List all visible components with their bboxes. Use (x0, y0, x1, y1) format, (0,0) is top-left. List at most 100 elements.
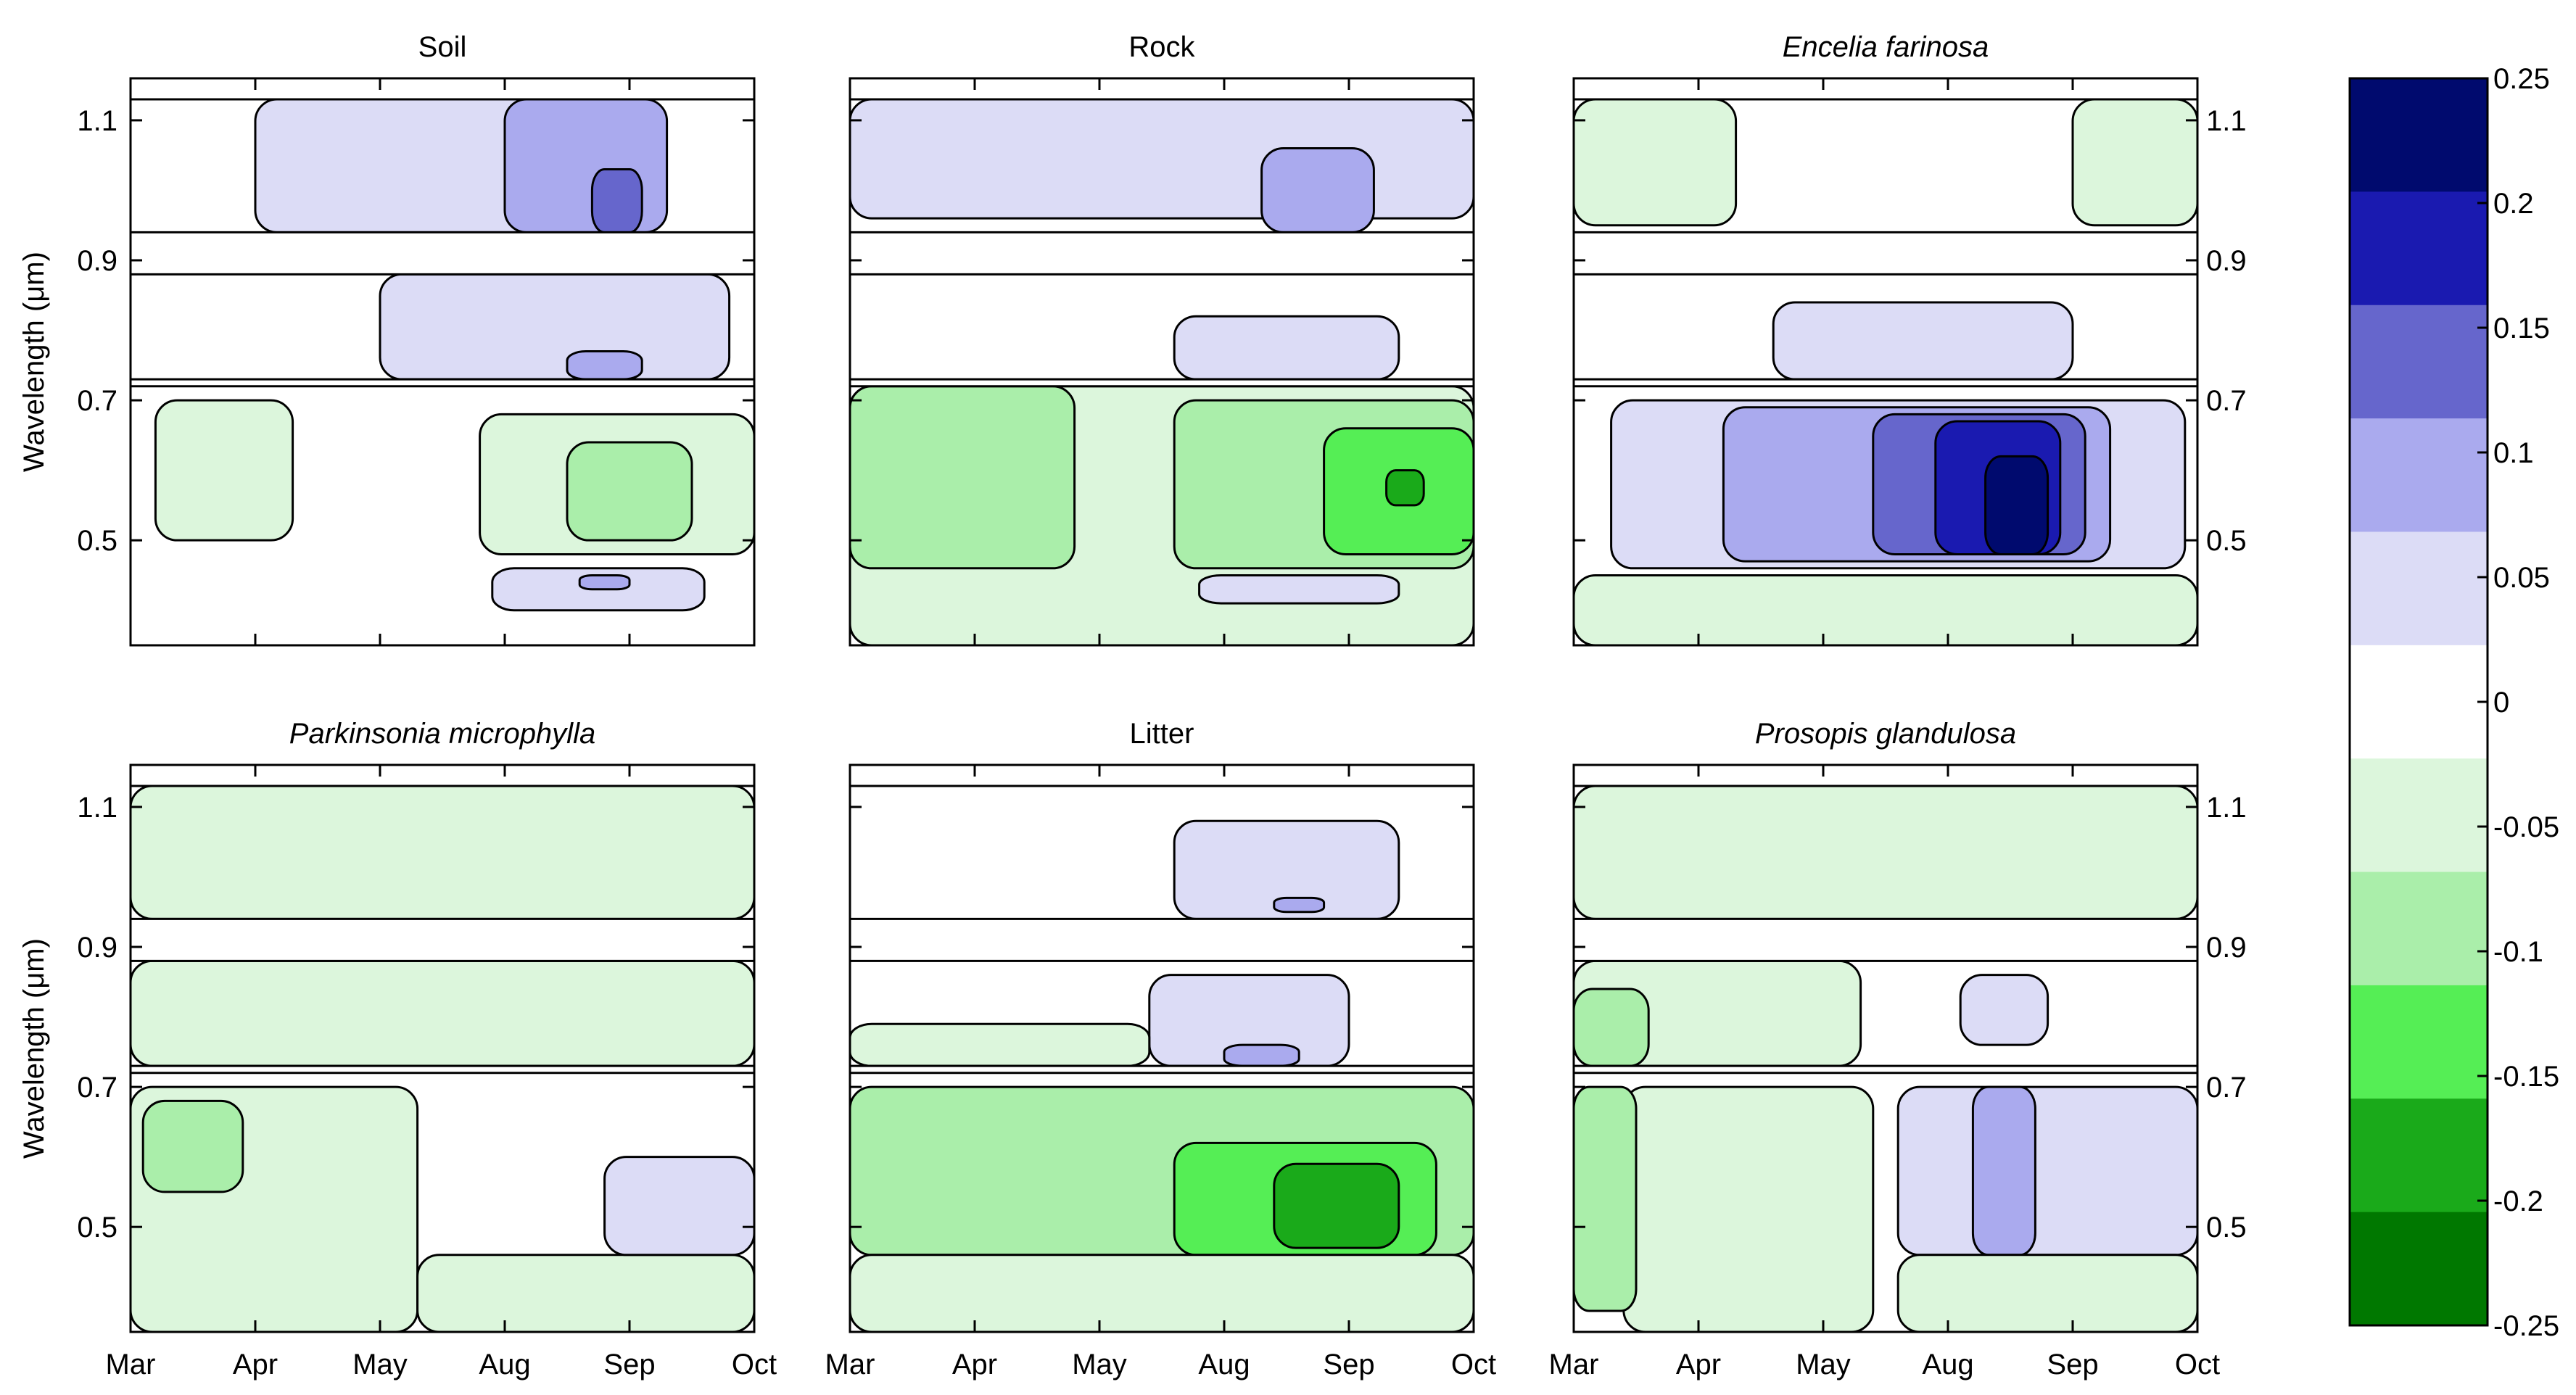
contour-region (1385, 469, 1425, 507)
panel-2: Rock (849, 31, 1475, 647)
colorbar-tick-label: 0.1 (2493, 437, 2534, 469)
contour-region (849, 1022, 1151, 1067)
y-tick-label: 1.1 (77, 105, 117, 137)
y-tick-label-right: 0.9 (2206, 932, 2247, 964)
contour-region (1198, 574, 1400, 605)
panel-title: Soil (418, 31, 467, 63)
contour-region (1572, 574, 2199, 647)
contour-region (1223, 1043, 1300, 1067)
wavelength-gap (850, 919, 1474, 961)
panel-title: Parkinsonia microphylla (289, 718, 595, 750)
x-tick-label: Oct (2175, 1349, 2220, 1380)
colorbar-segment (2350, 985, 2488, 1099)
panel-frame (849, 77, 1475, 647)
y-tick-label: 1.1 (77, 792, 117, 824)
wavelength-gap (131, 232, 754, 275)
contour-region (849, 385, 1076, 570)
y-tick-label: 0.9 (77, 932, 117, 964)
y-tick-label-right: 0.9 (2206, 245, 2247, 277)
wavelength-gap (1574, 1066, 2197, 1073)
contour-region (1273, 1162, 1400, 1249)
x-tick-label: Mar (106, 1349, 156, 1380)
wavelength-gap (850, 232, 1474, 275)
y-tick-label-right: 0.5 (2206, 1212, 2247, 1243)
y-tick-label: 0.7 (77, 1072, 117, 1104)
colorbar-segment (2350, 305, 2488, 419)
contour-regions (154, 98, 756, 612)
y-tick-label: 0.5 (77, 525, 117, 557)
contour-region (1260, 147, 1375, 233)
contour-region (1572, 1085, 1638, 1312)
contour-region (129, 959, 756, 1067)
contour-region (1173, 315, 1400, 381)
contour-region (590, 168, 643, 233)
panel-title: Rock (1128, 31, 1195, 63)
contour-regions (849, 819, 1475, 1333)
x-tick-label: May (1072, 1349, 1127, 1380)
contour-region (1572, 988, 1650, 1067)
contour-region (578, 574, 631, 591)
x-tick-label: May (1796, 1349, 1851, 1380)
contour-region (1971, 1085, 2036, 1257)
colorbar-tick-label: 0.25 (2493, 63, 2550, 95)
colorbar-segment (2350, 872, 2488, 986)
x-tick-label: Oct (732, 1349, 777, 1380)
contour-region (1772, 301, 2074, 381)
colorbar-segment (2350, 418, 2488, 532)
contour-region (154, 399, 294, 542)
contour-region (129, 785, 756, 920)
panel-frame (1572, 763, 2199, 1333)
colorbar-segment (2350, 191, 2488, 306)
colorbar-tick-label: 0.05 (2493, 562, 2550, 594)
x-tick-label: Mar (1549, 1349, 1599, 1380)
panel-6: Prosopis glandulosa 0.5 0.7 0.9 1.1 Mar Apr May… (1549, 718, 2247, 1380)
x-tick-label: Aug (479, 1349, 530, 1380)
wavelength-gap (1574, 232, 2197, 275)
wavelength-gap (131, 379, 754, 386)
contour-region (379, 273, 731, 381)
y-tick-label: 0.5 (77, 1212, 117, 1243)
colorbar-segment (2350, 758, 2488, 873)
x-tick-label: Aug (1198, 1349, 1250, 1380)
y-tick-label: 0.9 (77, 245, 117, 277)
y-tick-label-right: 0.5 (2206, 525, 2247, 557)
x-tick-label: Mar (825, 1349, 875, 1380)
panel-4: Parkinsonia microphylla 0.5 0.7 0.9 1.1 Mar Ap… (18, 718, 777, 1380)
x-tick-label: Sep (2047, 1349, 2098, 1380)
contour-region (141, 1099, 244, 1193)
contour-region (1896, 1085, 2199, 1257)
colorbar-segment (2350, 645, 2488, 759)
colorbar-segment (2350, 1098, 2488, 1213)
y-axis-label: Wavelength (μm) (18, 938, 50, 1159)
x-tick-label: Apr (952, 1349, 997, 1380)
contour-region (1959, 974, 2049, 1046)
colorbar-segment (2350, 78, 2488, 192)
contour-region (1572, 785, 2199, 920)
panel-5: Litter Mar Apr May Aug Sep Oct (825, 718, 1497, 1380)
wavelength-gap (131, 919, 754, 961)
contour-regions (1572, 98, 2199, 647)
y-axis-label: Wavelength (μm) (18, 252, 50, 472)
colorbar-tick-label: -0.05 (2493, 811, 2559, 843)
colorbar: 0.25 0.2 0.15 0.1 0.05 0 -0.05 -0.1 -0.15 -0.2 -0.… (2348, 63, 2559, 1342)
contour-region (1572, 98, 1738, 227)
contour-region (1984, 455, 2049, 555)
panel-1: Soil 0.5 0.7 0.9 1.1 Wavelength (μm) (18, 31, 756, 647)
panel-frame (129, 77, 756, 647)
wavelength-gap (131, 1066, 754, 1073)
wavelength-gap (1574, 919, 2197, 961)
contour-region (2071, 98, 2199, 227)
x-tick-label: Sep (603, 1349, 655, 1380)
y-tick-label-right: 0.7 (2206, 385, 2247, 417)
colorbar-segment (2350, 531, 2488, 646)
colorbar-segment (2350, 1212, 2488, 1326)
panel-title: Litter (1130, 718, 1194, 750)
x-tick-label: May (352, 1349, 408, 1380)
colorbar-tick-label: -0.1 (2493, 936, 2543, 968)
colorbar-tick-label: 0.15 (2493, 312, 2550, 344)
panel-frame (849, 763, 1475, 1333)
contour-region (566, 350, 643, 381)
contour-regions (1572, 785, 2199, 1333)
